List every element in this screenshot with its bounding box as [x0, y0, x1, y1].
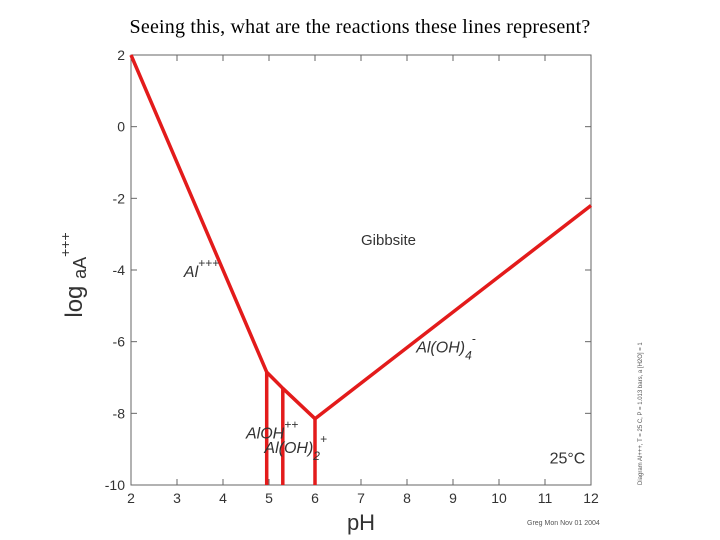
- chart-credit: Greg Mon Nov 01 2004: [527, 520, 600, 527]
- x-tick-label: 10: [491, 490, 507, 506]
- x-axis-title: pH: [347, 510, 375, 535]
- region-label-text: Al: [183, 264, 199, 281]
- x-tick-label: 9: [449, 490, 457, 506]
- y-axis-activity: a: [70, 268, 90, 279]
- y-axis-title-text: log aA+++: [57, 232, 90, 317]
- region-label-text: 25°C: [550, 451, 586, 468]
- region-label-6: 25°C: [550, 451, 586, 468]
- region-label-5: Al(OH)2+: [263, 432, 327, 463]
- side-note-text: Diagram Al+++, T = 25 C, P = 1.013 bars,…: [638, 342, 644, 485]
- region-label-subscript: 4: [465, 348, 472, 362]
- slide-question: Seeing this, what are the reactions thes…: [129, 16, 591, 38]
- region-label-2: Al+++: [183, 256, 219, 281]
- y-tick-label: -6: [113, 334, 126, 350]
- region-label-text: AlOH: [245, 425, 285, 442]
- region-label-superscript: +: [320, 432, 327, 446]
- region-label-text: Gibbsite: [361, 232, 416, 249]
- y-axis-species: A: [70, 257, 90, 269]
- region-label-subscript: 2: [312, 449, 320, 463]
- region-label-superscript: +++: [198, 256, 219, 270]
- y-axis-charge: +++: [57, 232, 73, 257]
- x-tick-label: 12: [583, 490, 599, 506]
- y-tick-label: 0: [117, 119, 125, 135]
- region-label-3: Al(OH)4-: [415, 331, 476, 362]
- region-label-text: Al(OH): [415, 339, 465, 356]
- region-label-1: Gibbsite: [361, 232, 416, 249]
- x-tick-label: 2: [127, 490, 135, 506]
- x-tick-label: 11: [538, 490, 553, 506]
- x-tick-label: 5: [265, 490, 273, 506]
- y-axis-title: log aA+++: [57, 232, 90, 317]
- y-tick-label: -2: [113, 190, 126, 206]
- region-label-superscript: ++: [284, 417, 298, 431]
- x-tick-label: 7: [357, 490, 365, 506]
- y-tick-label: -10: [105, 477, 125, 493]
- y-tick-label: -4: [113, 262, 126, 278]
- y-axis-log: log: [61, 279, 88, 318]
- region-label-superscript: -: [472, 331, 476, 345]
- y-tick-label: 2: [117, 47, 125, 63]
- chart-lines: [129, 54, 593, 485]
- side-note: Diagram Al+++, T = 25 C, P = 1.013 bars,…: [638, 342, 644, 485]
- y-tick-label: -8: [113, 405, 126, 421]
- x-tick-label: 8: [403, 490, 411, 506]
- region-label-text: Al(OH): [263, 440, 313, 457]
- x-tick-label: 3: [173, 490, 181, 506]
- region-label-4: AlOH++: [245, 417, 298, 442]
- x-tick-label: 4: [219, 490, 227, 506]
- x-tick-label: 6: [311, 490, 319, 506]
